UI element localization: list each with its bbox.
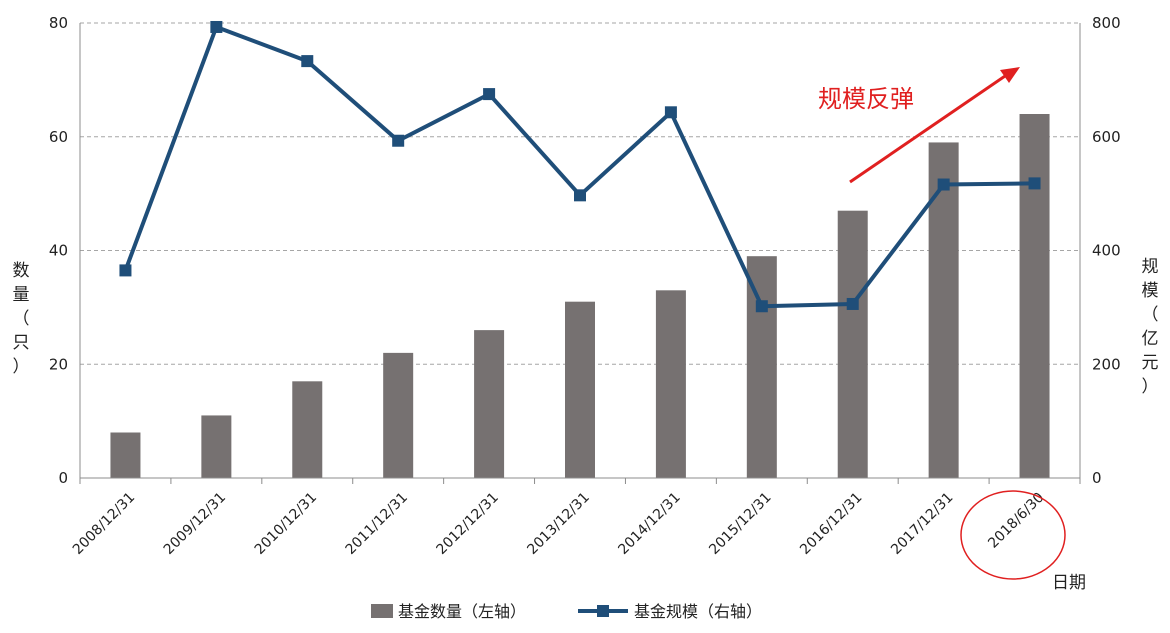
x-tick-label: 2016/12/31	[797, 490, 865, 558]
right-axis-title-char: 规	[1142, 257, 1159, 277]
axes	[79, 23, 1081, 484]
line-point	[119, 264, 132, 277]
left-tick-label: 60	[49, 128, 68, 146]
bar	[565, 301, 595, 478]
right-tick-label: 200	[1092, 355, 1121, 373]
left-axis-ticks: 0 20 40 60 80	[49, 14, 68, 487]
right-tick-label: 0	[1092, 469, 1102, 487]
annotation: 规模反弹	[818, 67, 1020, 184]
left-axis-title-char: 量	[13, 285, 30, 305]
line-point	[755, 300, 768, 313]
left-tick-label: 80	[49, 14, 68, 32]
x-tick-label: 2015/12/31	[706, 490, 774, 558]
right-tick-label: 600	[1092, 128, 1121, 146]
line-point	[1028, 177, 1041, 190]
bar	[474, 330, 505, 478]
x-tick-label: 2009/12/31	[161, 490, 229, 558]
line-point	[574, 189, 586, 202]
annotation-arrow-head	[1000, 67, 1020, 83]
legend-swatch-marker	[597, 605, 609, 617]
legend-label-bar: 基金数量（左轴）	[398, 602, 526, 621]
x-tick-label: 2010/12/31	[252, 490, 320, 558]
x-axis-ticks: 2008/12/31 2009/12/31 2010/12/31 2011/12/31…	[70, 490, 1047, 558]
right-tick-label: 400	[1092, 242, 1121, 260]
bar	[383, 352, 414, 478]
right-tick-label: 800	[1092, 14, 1121, 32]
right-axis-title-char: （	[1142, 305, 1159, 325]
line-point	[210, 20, 223, 33]
annotation-text: 规模反弹	[818, 85, 914, 113]
line-point	[846, 297, 859, 310]
left-axis-title-char: ）	[13, 357, 30, 377]
x-axis-title: 日期	[1052, 573, 1086, 593]
left-axis-title-char: （	[13, 309, 30, 329]
right-axis-title-char: 模	[1142, 281, 1159, 301]
bar	[837, 210, 868, 478]
bar	[110, 432, 141, 478]
bar	[1019, 114, 1050, 478]
annotation-arrow-shaft	[849, 72, 1009, 184]
x-tick-label: 2008/12/31	[70, 490, 138, 558]
line-point	[392, 134, 405, 147]
right-axis-title-char: 亿	[1142, 329, 1159, 349]
left-tick-label: 20	[49, 355, 68, 373]
right-axis-title-char: 元	[1142, 353, 1159, 373]
line-point	[301, 55, 314, 68]
left-axis-title-char: 只	[13, 333, 30, 353]
right-axis-title-char: ）	[1142, 377, 1159, 397]
bar	[746, 256, 777, 478]
legend-swatch-bar	[371, 604, 393, 618]
right-axis-ticks: 0 200 400 600 800	[1092, 14, 1121, 487]
line-point	[483, 88, 496, 101]
line-point	[664, 106, 677, 119]
x-tick-label: 2018/6/30	[985, 490, 1047, 552]
left-axis-title: 数量 （ 只 ）	[13, 261, 30, 377]
x-tick-label: 2013/12/31	[524, 490, 592, 558]
bar	[928, 142, 959, 478]
series-line	[123, 24, 1035, 309]
x-tick-label: 2011/12/31	[343, 490, 411, 558]
line-series	[119, 20, 1041, 313]
legend: 基金数量（左轴） 基金规模（右轴）	[371, 602, 762, 621]
highlight-ellipse	[960, 490, 1066, 580]
left-tick-label: 0	[58, 469, 68, 487]
left-axis-title-char: 数	[13, 261, 30, 281]
left-tick-label: 40	[49, 242, 68, 260]
bar	[655, 290, 686, 478]
x-tick-label: 2014/12/31	[615, 490, 683, 558]
bar-series	[110, 114, 1050, 478]
bar	[292, 381, 323, 478]
x-tick-label: 2012/12/31	[434, 490, 502, 558]
bar	[201, 415, 232, 478]
legend-label-line: 基金规模（右轴）	[634, 602, 762, 621]
right-axis-title: 规模 （ 亿元 ）	[1142, 257, 1159, 397]
line-point	[937, 178, 950, 191]
x-tick-label: 2017/12/31	[888, 490, 956, 558]
